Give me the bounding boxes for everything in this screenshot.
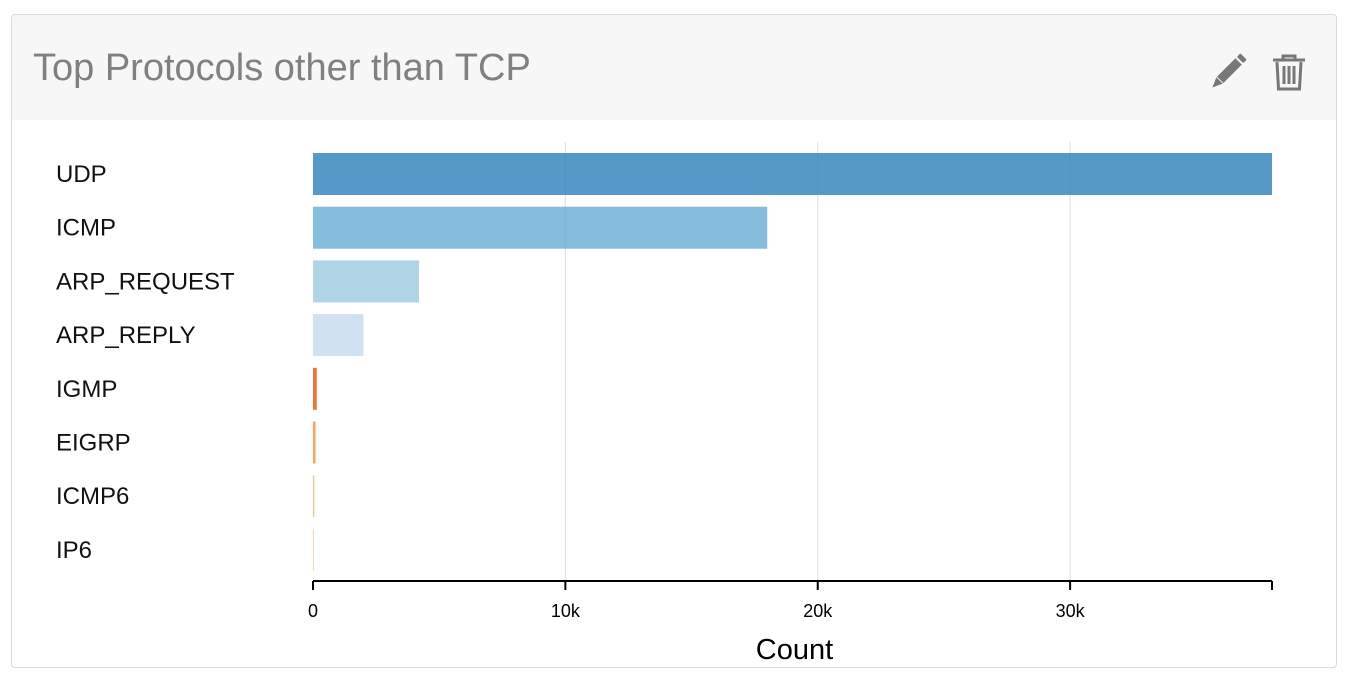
bar-arp-reply [313, 314, 364, 357]
category-label: UDP [56, 161, 107, 188]
x-tick-label: 0 [308, 601, 318, 621]
trash-icon[interactable] [1269, 52, 1309, 92]
bar-ip6 [313, 528, 314, 571]
category-label: ARP_REPLY [56, 322, 196, 349]
chart-panel: Top Protocols other than TCP [11, 14, 1337, 668]
x-tick-label: 10k [551, 601, 581, 621]
bar-icmp6 [313, 475, 315, 518]
panel-header: Top Protocols other than TCP [12, 15, 1336, 120]
category-label: EIGRP [56, 430, 131, 457]
x-tick-label: 20k [803, 601, 833, 621]
bar-icmp [313, 206, 768, 249]
bar-igmp [313, 367, 317, 410]
bar-udp [313, 153, 1272, 195]
panel-title: Top Protocols other than TCP [33, 47, 531, 89]
category-label: IGMP [56, 376, 117, 403]
pencil-icon[interactable] [1208, 52, 1248, 92]
x-axis-title: Count [756, 634, 833, 666]
bar-arp-request [313, 260, 419, 303]
category-label: ICMP [56, 215, 116, 242]
category-label: ARP_REQUEST [56, 268, 235, 295]
x-tick-label: 30k [1056, 601, 1086, 621]
category-label: IP6 [56, 537, 92, 564]
category-label: ICMP6 [56, 483, 129, 510]
bar-eigrp [313, 421, 316, 464]
